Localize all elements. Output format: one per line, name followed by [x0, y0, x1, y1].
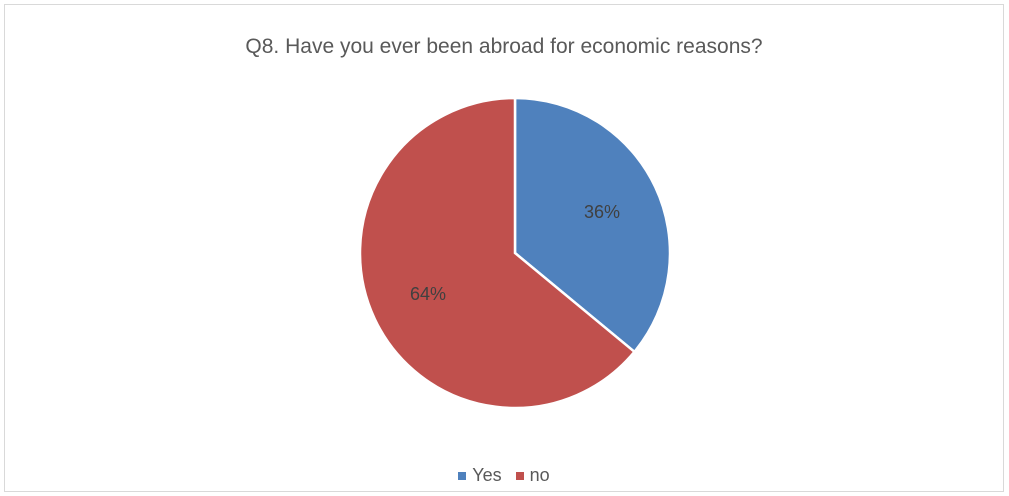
legend-label-no: no [529, 465, 550, 485]
chart-area: Q8. Have you ever been abroad for econom… [4, 4, 1004, 492]
pie-slice-yes [513, 96, 672, 354]
pie-slice-no [358, 96, 637, 410]
data-label-no: 64% [410, 284, 446, 304]
chart-title: Q8. Have you ever been abroad for econom… [245, 35, 763, 58]
pie-chart: 36% 64% [358, 96, 672, 410]
data-label-yes: 36% [584, 202, 620, 222]
legend-swatch-yes [458, 471, 467, 480]
legend-item-no: no [515, 465, 550, 486]
chart-legend: Yes no [5, 465, 1003, 486]
legend-item-yes: Yes [458, 465, 502, 486]
legend-label-yes: Yes [472, 465, 502, 485]
legend-swatch-no [515, 471, 524, 480]
